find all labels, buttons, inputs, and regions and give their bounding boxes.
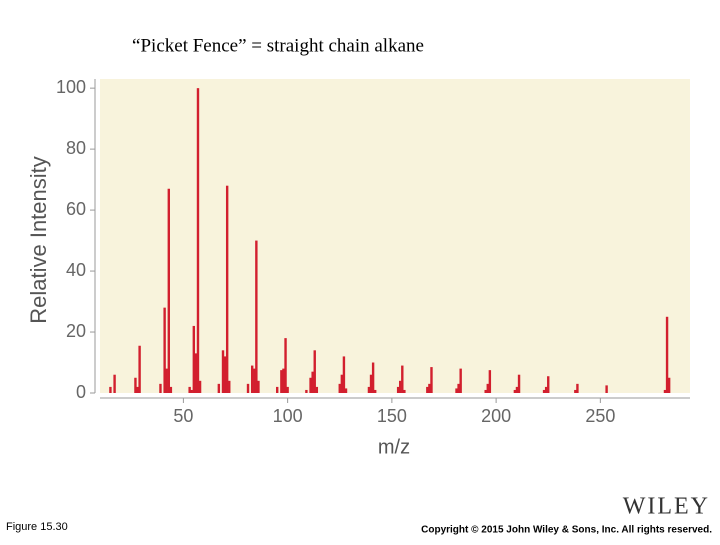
peak: [194, 353, 198, 393]
peak: [457, 383, 460, 393]
peak: [542, 389, 546, 393]
peak: [403, 389, 406, 393]
peak: [309, 377, 312, 393]
peak: [190, 389, 193, 393]
peak: [515, 386, 519, 393]
peak: [138, 345, 141, 393]
peak: [188, 386, 191, 393]
peak: [313, 350, 316, 393]
peak: [109, 386, 112, 393]
copyright: Copyright © 2015 John Wiley & Sons, Inc.…: [421, 525, 712, 536]
peak: [544, 386, 548, 393]
peak: [311, 371, 314, 393]
peak: [373, 389, 377, 393]
y-axis-label: Relative Intensity: [26, 156, 51, 324]
peak: [369, 374, 373, 393]
peak: [371, 362, 375, 393]
peak: [228, 380, 231, 393]
peak: [255, 240, 258, 393]
peak: [455, 388, 458, 393]
peak: [136, 386, 139, 393]
peak: [250, 365, 254, 393]
peak: [576, 383, 579, 393]
peak: [399, 380, 402, 393]
peak: [547, 376, 550, 393]
peak: [605, 385, 608, 393]
x-tick-label: 200: [481, 406, 511, 426]
peak: [426, 386, 429, 393]
peak: [517, 374, 521, 393]
y-tick-label: 40: [66, 260, 86, 280]
peak: [198, 380, 202, 393]
peak: [367, 386, 371, 393]
x-tick-label: 250: [585, 406, 615, 426]
peak: [667, 377, 671, 393]
chart-title: “Picket Fence” = straight chain alkane: [132, 35, 424, 56]
peak: [430, 367, 433, 393]
peak: [253, 368, 256, 393]
peak: [282, 368, 285, 393]
peak: [113, 374, 116, 393]
peak: [401, 365, 404, 393]
logo: WILEY: [623, 494, 710, 520]
peak: [486, 383, 489, 393]
y-tick-label: 0: [76, 382, 86, 402]
peak: [217, 383, 221, 393]
peak: [663, 389, 667, 393]
peak: [574, 389, 577, 393]
peak: [163, 307, 166, 393]
peak: [246, 383, 250, 393]
peak: [165, 368, 168, 393]
peak: [342, 356, 346, 393]
peak: [134, 377, 137, 393]
peak: [286, 386, 289, 393]
peak: [488, 370, 492, 393]
plot-background: [100, 79, 690, 393]
x-tick-label: 50: [173, 406, 193, 426]
peak: [169, 386, 173, 393]
peak: [338, 383, 341, 393]
peak: [459, 368, 462, 393]
peak: [665, 316, 669, 393]
y-tick-label: 60: [66, 199, 86, 219]
y-tick-label: 20: [66, 321, 86, 341]
peak: [159, 383, 162, 393]
y-tick-label: 80: [66, 138, 86, 158]
peak: [280, 370, 283, 393]
peak: [428, 383, 431, 393]
peak: [315, 386, 319, 393]
peak: [484, 389, 487, 393]
peak: [305, 389, 308, 393]
peak: [225, 185, 229, 393]
peak: [340, 374, 344, 393]
peak: [257, 380, 260, 393]
peak: [396, 386, 400, 393]
x-tick-label: 150: [377, 406, 407, 426]
figure-label: Figure 15.30: [6, 521, 68, 533]
peak: [196, 88, 200, 393]
peak: [192, 325, 196, 393]
peak: [513, 389, 517, 393]
peak: [167, 188, 170, 393]
x-axis-label: m/z: [378, 436, 410, 458]
peak: [344, 388, 348, 393]
peak: [276, 386, 279, 393]
y-tick-label: 100: [56, 77, 86, 97]
peak: [223, 356, 227, 393]
peak: [284, 338, 287, 393]
peak: [221, 350, 225, 393]
x-tick-label: 100: [273, 406, 303, 426]
